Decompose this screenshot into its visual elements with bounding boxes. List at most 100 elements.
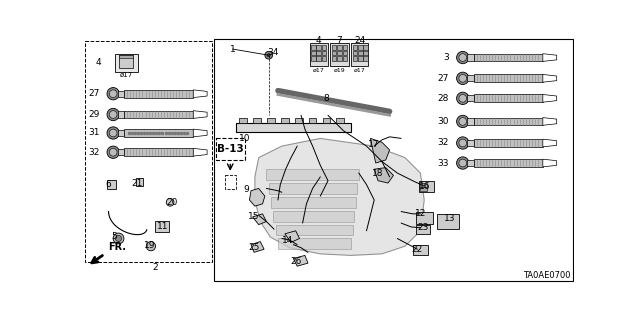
Text: 25: 25 <box>248 243 260 252</box>
Bar <box>107 180 116 189</box>
Circle shape <box>147 241 156 251</box>
Polygon shape <box>371 138 390 163</box>
Circle shape <box>265 51 273 59</box>
Text: 6: 6 <box>106 180 111 189</box>
Polygon shape <box>374 168 394 183</box>
Bar <box>323 118 330 123</box>
Text: TA0AE0700: TA0AE0700 <box>523 271 570 280</box>
Bar <box>267 118 275 123</box>
Text: ø17: ø17 <box>313 67 324 72</box>
Polygon shape <box>543 74 557 82</box>
Bar <box>311 45 316 50</box>
Bar <box>364 51 368 55</box>
Circle shape <box>456 72 469 85</box>
Bar <box>353 56 357 61</box>
Bar <box>84 41 212 262</box>
Bar <box>216 138 245 160</box>
Bar <box>474 54 543 61</box>
Bar <box>342 56 348 61</box>
Bar <box>124 129 193 137</box>
Bar <box>467 118 474 124</box>
Bar <box>118 149 124 155</box>
Bar <box>124 90 193 98</box>
Bar <box>311 56 316 61</box>
Bar <box>214 39 573 281</box>
Text: 33: 33 <box>437 159 449 167</box>
Bar <box>322 56 326 61</box>
Bar <box>118 91 124 97</box>
Text: B-13: B-13 <box>217 144 244 154</box>
Text: FR.: FR. <box>108 242 126 252</box>
Circle shape <box>459 139 467 147</box>
Circle shape <box>107 146 119 159</box>
Bar <box>474 139 543 147</box>
Bar <box>330 43 349 66</box>
Bar <box>364 56 368 61</box>
Text: 28: 28 <box>438 94 449 103</box>
Text: 32: 32 <box>88 148 99 157</box>
Polygon shape <box>543 94 557 102</box>
Text: 29: 29 <box>88 110 99 119</box>
Circle shape <box>459 94 467 102</box>
Polygon shape <box>193 90 207 98</box>
Bar <box>467 75 474 81</box>
Bar <box>364 45 368 50</box>
Text: ø19: ø19 <box>333 67 346 72</box>
Circle shape <box>109 148 117 156</box>
Polygon shape <box>251 241 264 252</box>
Circle shape <box>459 159 467 167</box>
Bar <box>308 118 316 123</box>
Circle shape <box>107 108 119 121</box>
Bar <box>118 111 124 118</box>
Bar <box>337 118 344 123</box>
Text: 32: 32 <box>438 138 449 147</box>
Bar <box>342 51 348 55</box>
Circle shape <box>113 233 124 244</box>
Circle shape <box>166 198 174 206</box>
Bar <box>419 182 435 192</box>
Text: 8: 8 <box>324 94 330 103</box>
Bar <box>467 95 474 101</box>
Circle shape <box>456 115 469 128</box>
Bar <box>474 94 543 102</box>
Polygon shape <box>255 138 424 256</box>
Bar <box>316 45 321 50</box>
Bar <box>413 245 428 256</box>
Text: 2: 2 <box>152 263 157 272</box>
Bar <box>316 51 321 55</box>
Text: 7: 7 <box>337 36 342 45</box>
Polygon shape <box>285 231 300 242</box>
Bar <box>467 140 474 146</box>
Text: 11: 11 <box>157 222 168 231</box>
Bar <box>316 56 321 61</box>
Text: 19: 19 <box>143 241 155 250</box>
Circle shape <box>456 137 469 149</box>
Circle shape <box>115 235 122 241</box>
Circle shape <box>456 157 469 169</box>
Bar <box>119 55 133 68</box>
Bar <box>358 45 363 50</box>
Bar <box>337 45 342 50</box>
Bar <box>115 54 138 72</box>
Polygon shape <box>543 118 557 125</box>
Polygon shape <box>193 129 207 137</box>
Circle shape <box>107 127 119 139</box>
Text: 4: 4 <box>316 36 321 45</box>
Bar <box>332 45 337 50</box>
Bar <box>474 159 543 167</box>
Bar <box>358 56 363 61</box>
Text: 1: 1 <box>230 45 236 54</box>
Bar <box>322 45 326 50</box>
Text: 17: 17 <box>369 140 380 149</box>
Circle shape <box>459 74 467 82</box>
Bar <box>353 51 357 55</box>
Text: 9: 9 <box>243 185 249 194</box>
Bar <box>273 211 354 221</box>
Bar <box>253 118 261 123</box>
Text: 30: 30 <box>437 117 449 126</box>
Bar <box>332 56 337 61</box>
Circle shape <box>456 51 469 64</box>
Bar <box>337 56 342 61</box>
Bar <box>266 169 359 180</box>
Text: ø17: ø17 <box>354 67 365 72</box>
